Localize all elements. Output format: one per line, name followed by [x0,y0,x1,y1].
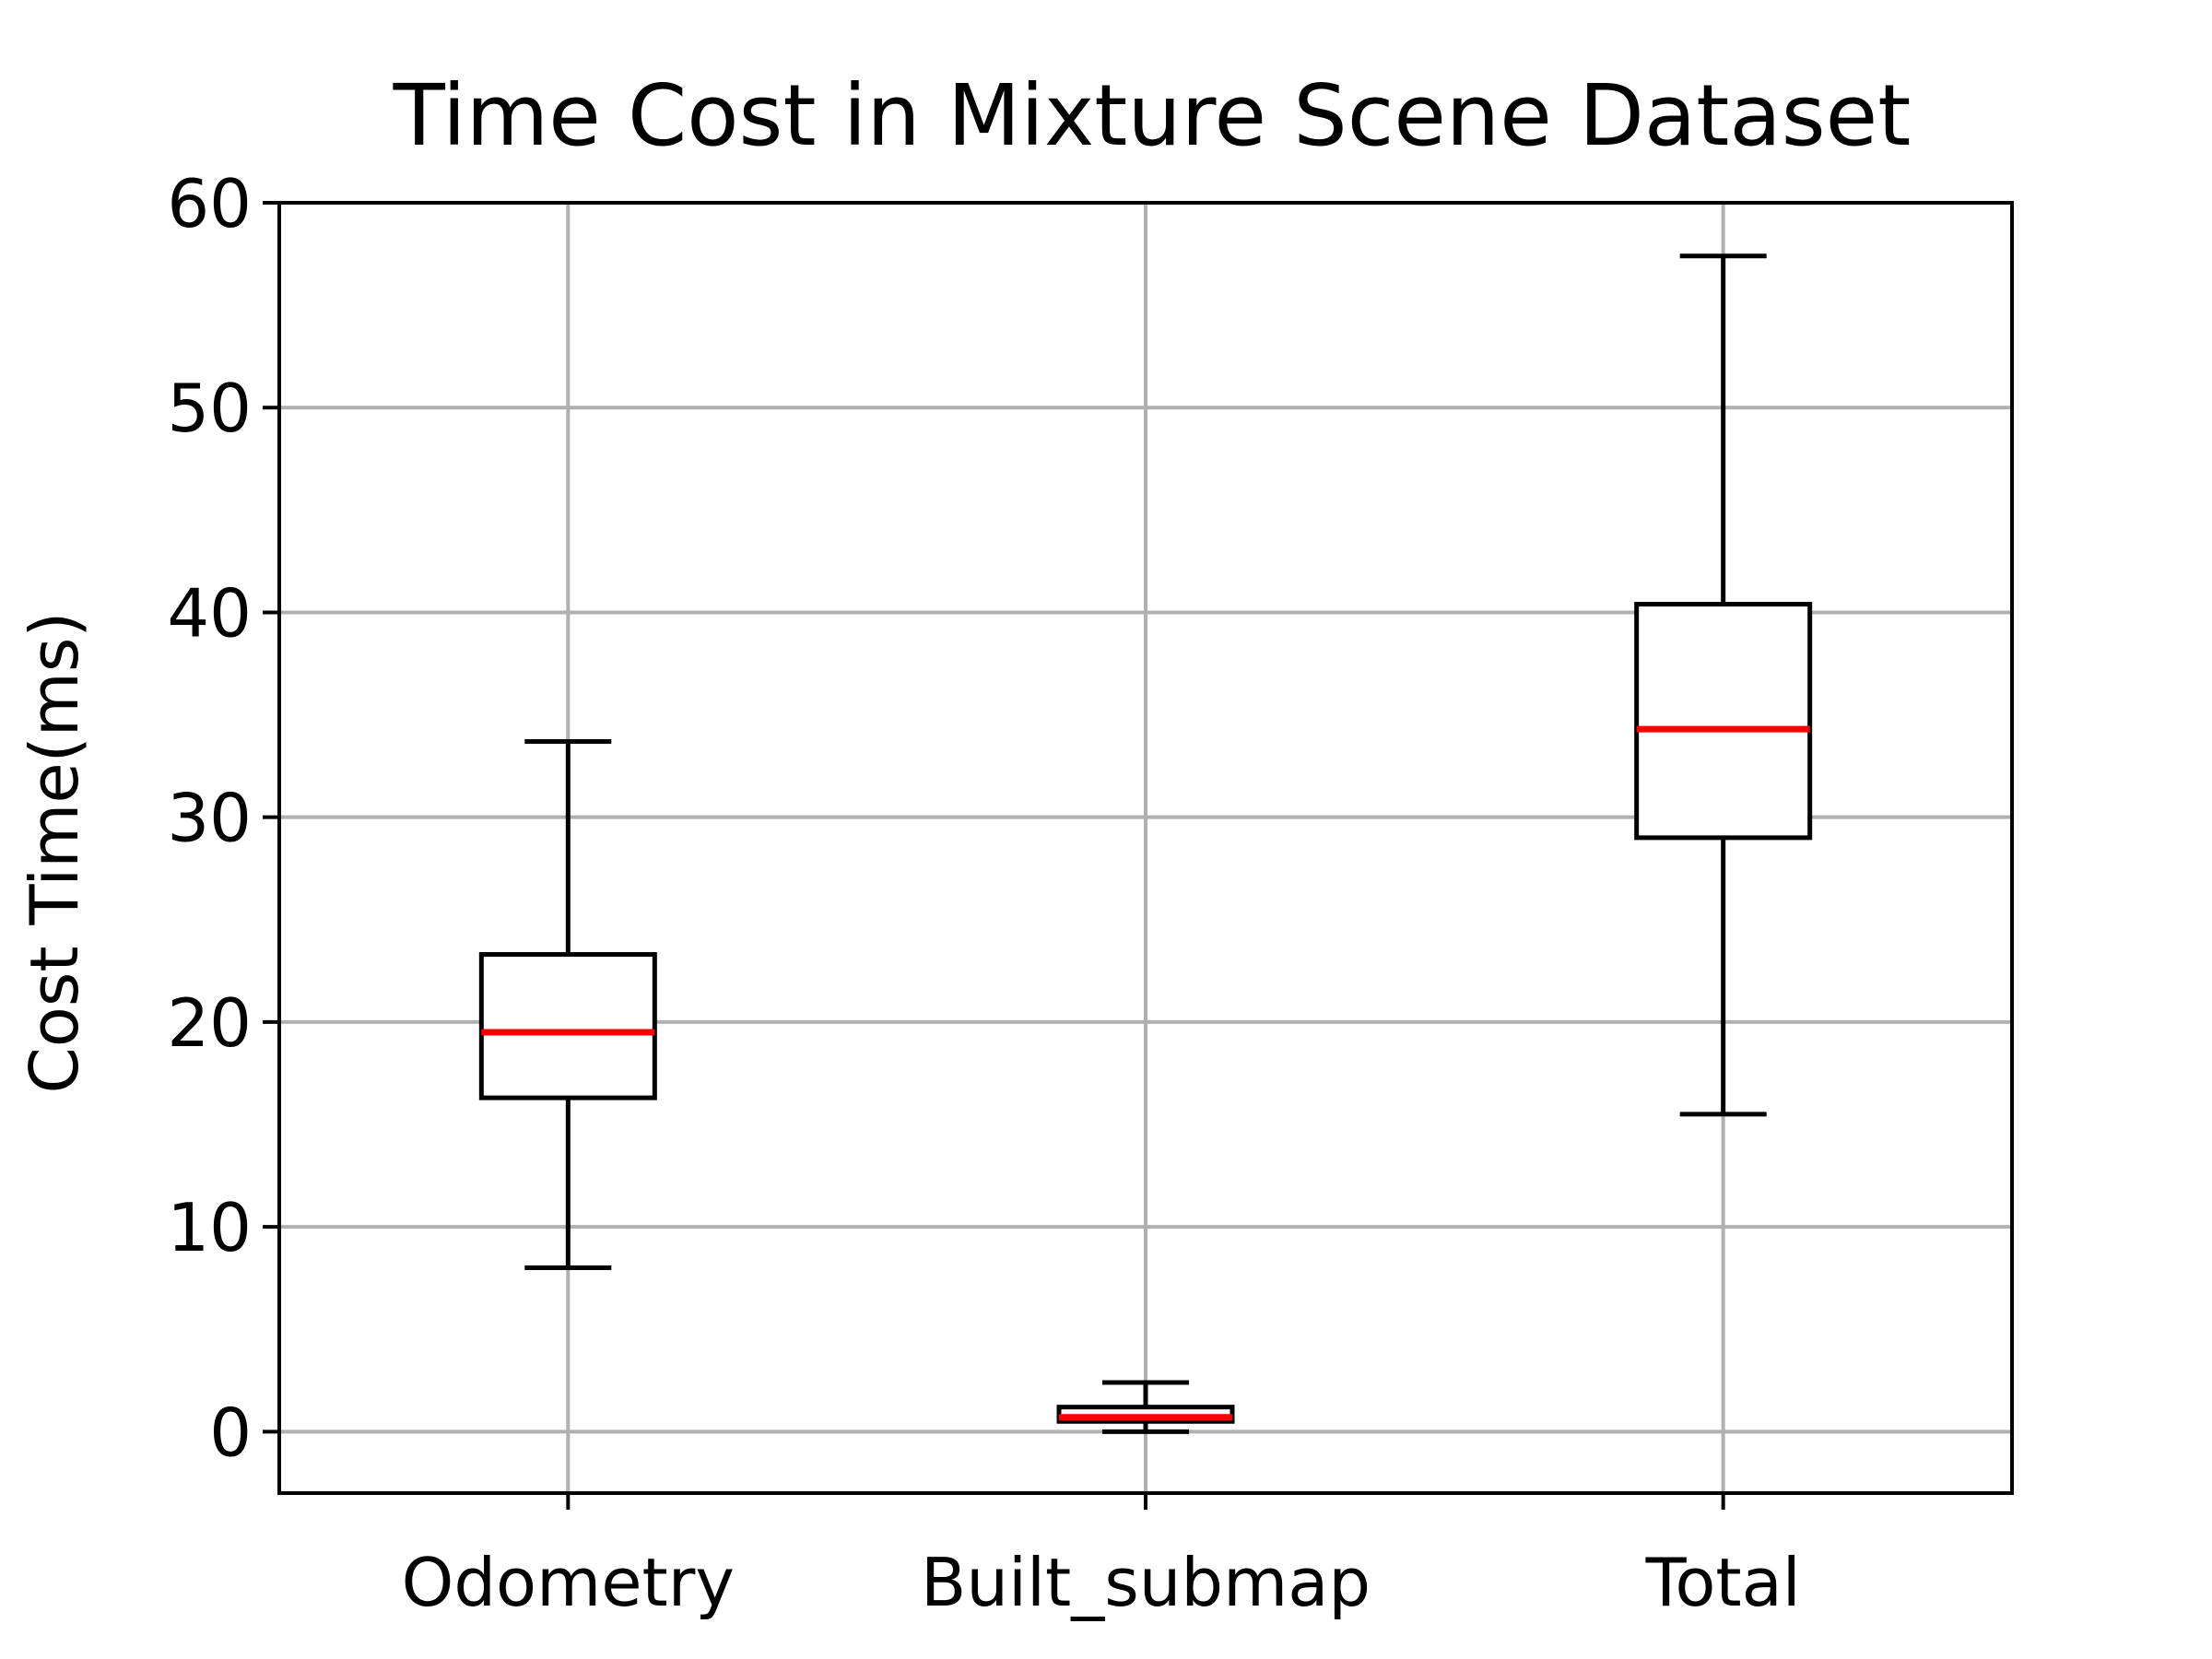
x-tick-label: Odometry [402,1544,735,1621]
y-tick-label: 40 [167,574,252,652]
y-tick-label: 50 [167,370,252,447]
y-axis-label: Cost Time(ms) [16,612,93,1094]
iqr-box [478,952,657,1100]
y-tick-label: 10 [167,1189,252,1266]
y-tick-label: 30 [167,780,252,857]
box-built-submap [1056,1380,1235,1434]
grid-lines [279,201,2012,1493]
y-tick-label: 60 [167,165,252,242]
chart-title: Time Cost in Mixture Scene Dataset [393,66,1912,165]
box-odometry [478,738,657,1271]
box-series [478,253,1813,1434]
y-tick-label: 20 [167,984,252,1062]
iqr-box [1634,602,1813,841]
x-tick-label: Built_submap [921,1544,1371,1621]
x-tick-label: Total [1645,1544,1801,1621]
box-total [1634,253,1813,1117]
y-tick-label: 0 [209,1394,252,1471]
axis-ticks: 0 10 20 30 40 50 60 Odometry Built_submap Total [167,165,1800,1621]
